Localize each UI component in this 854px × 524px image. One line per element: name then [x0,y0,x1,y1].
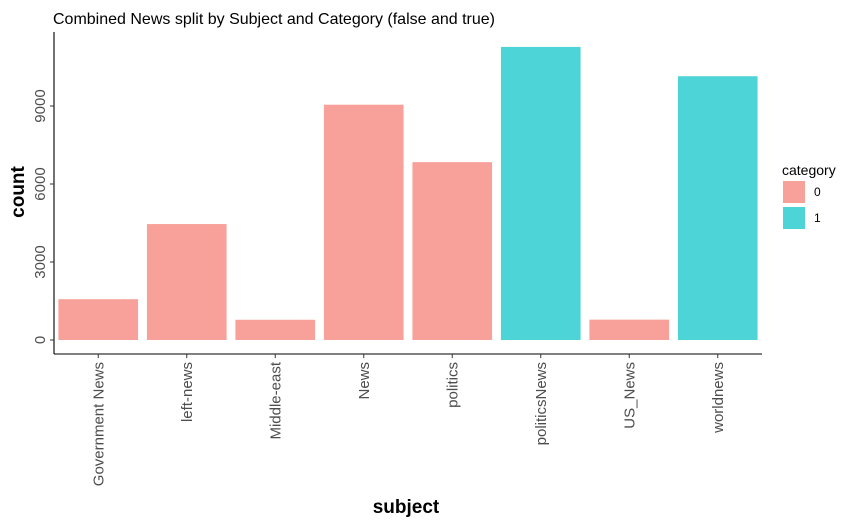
plot-area [58,46,758,340]
x-tick-label: worldnews [710,362,727,434]
chart-title: Combined News split by Subject and Categ… [53,11,495,28]
bar-Middle-east [235,319,316,340]
x-tick-label: politics [444,362,461,408]
legend-key-0 [783,181,805,203]
y-tick-label: 3000 [32,245,49,278]
x-axis-title: subject [373,497,440,518]
bar-politics [412,162,493,340]
bar-Government News [58,299,139,340]
bar-US_News [589,319,670,340]
x-axis: Government News left-news Middle-east News p… [54,353,762,486]
bar-worldnews [677,76,758,340]
legend-label: 1 [814,211,821,225]
bar-News [323,104,404,340]
y-tick-label: 6000 [32,167,49,200]
legend-key-1 [783,207,805,229]
x-tick-label: Middle-east [267,361,284,439]
x-tick-label: News [356,362,373,400]
legend: category 0 1 [782,162,836,229]
bar-politicsNews [500,46,581,340]
x-tick-label: Government News [90,362,107,486]
y-tick-label: 9000 [32,89,49,122]
y-axis-title: count [8,165,29,217]
x-tick-label: US_News [621,362,638,429]
x-tick-label: politicsNews [533,362,550,445]
bar-left-news [146,224,227,340]
legend-label: 0 [814,185,821,199]
y-axis: 0 3000 6000 9000 [32,32,55,354]
y-tick-label: 0 [32,336,49,344]
legend-title: category [782,162,836,178]
x-tick-label: left-news [179,362,196,422]
